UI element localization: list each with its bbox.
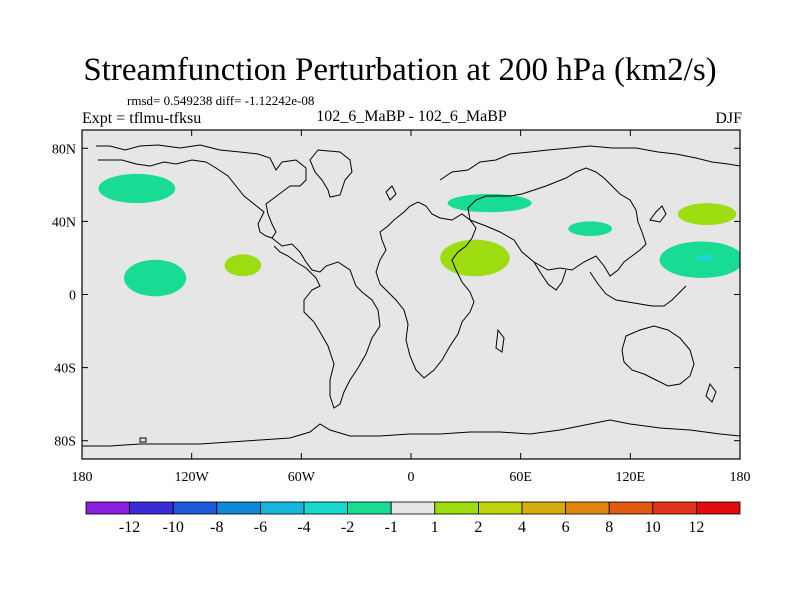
colorbar-label: -10 [163,519,184,536]
colorbar-box [696,501,741,515]
chart-title: Streamfunction Perturbation at 200 hPa (… [83,52,717,88]
stats-label: rmsd= 0.549238 diff= -1.12242e-08 [127,93,315,108]
colorbar-box [390,501,436,515]
colorbar-box [85,501,130,515]
y-tick-label: 80S [54,435,76,450]
anomaly-region-6 [568,221,613,237]
x-tick-label: 60W [288,470,316,485]
case-label: 102_6_MaBP - 102_6_MaBP [316,108,507,125]
x-tick-label: 180 [72,470,93,485]
colorbar-box [347,501,392,515]
colorbar-label: -6 [254,519,267,536]
map-background [82,130,740,459]
experiment-label: Expt = tflmu-tfksu [82,110,202,127]
x-tick-label: 0 [408,470,415,485]
x-tick-label: 60E [509,470,532,485]
colorbar-label: -4 [297,519,310,536]
colorbar-box [259,501,305,515]
colorbar-box [172,501,218,515]
anomaly-region-7 [677,203,737,226]
colorbar-box [652,501,697,515]
x-tick-label: 180 [730,470,751,485]
colorbar-label: 1 [431,519,439,536]
x-tick-label: 120E [616,470,646,485]
x-tick-label: 120W [175,470,210,485]
anomaly-layer [98,173,740,297]
colorbar: -12 -10 -8 -6 -4 -2 -1 1 2 4 6 8 10 12 [85,501,741,536]
colorbar-label: -1 [385,519,398,536]
anomaly-region-2 [124,259,187,297]
colorbar-label: 12 [688,519,704,536]
anomaly-region-5 [440,239,510,277]
colorbar-label: -8 [210,519,223,536]
colorbar-box [608,501,654,515]
colorbar-box [303,501,348,515]
y-tick-label: 40S [54,362,76,377]
colorbar-box [129,501,174,515]
anomaly-region-1 [98,173,176,204]
colorbar-box [216,501,261,515]
anomaly-region-3 [224,254,262,277]
colorbar-label: 4 [518,519,526,536]
colorbar-label: -2 [341,519,354,536]
y-tick-label: 0 [69,289,76,304]
anomaly-region-4 [447,193,532,213]
colorbar-label: 10 [645,519,661,536]
season-label: DJF [715,110,742,127]
colorbar-label: 8 [605,519,613,536]
axis-layer: 180 120W 60W 0 60E 120E 180 80N 40N 0 40S 80S [52,130,751,485]
colorbar-label: -12 [119,519,140,536]
colorbar-box [565,501,610,515]
colorbar-box [434,501,479,515]
y-tick-label: 80N [52,142,76,157]
colorbar-label: 2 [474,519,482,536]
colorbar-label: 6 [562,519,570,536]
coastlines [82,144,740,447]
colorbar-box [477,501,523,515]
y-tick-label: 40N [52,215,76,230]
colorbar-box [521,501,566,515]
anomaly-region-9 [696,254,715,262]
